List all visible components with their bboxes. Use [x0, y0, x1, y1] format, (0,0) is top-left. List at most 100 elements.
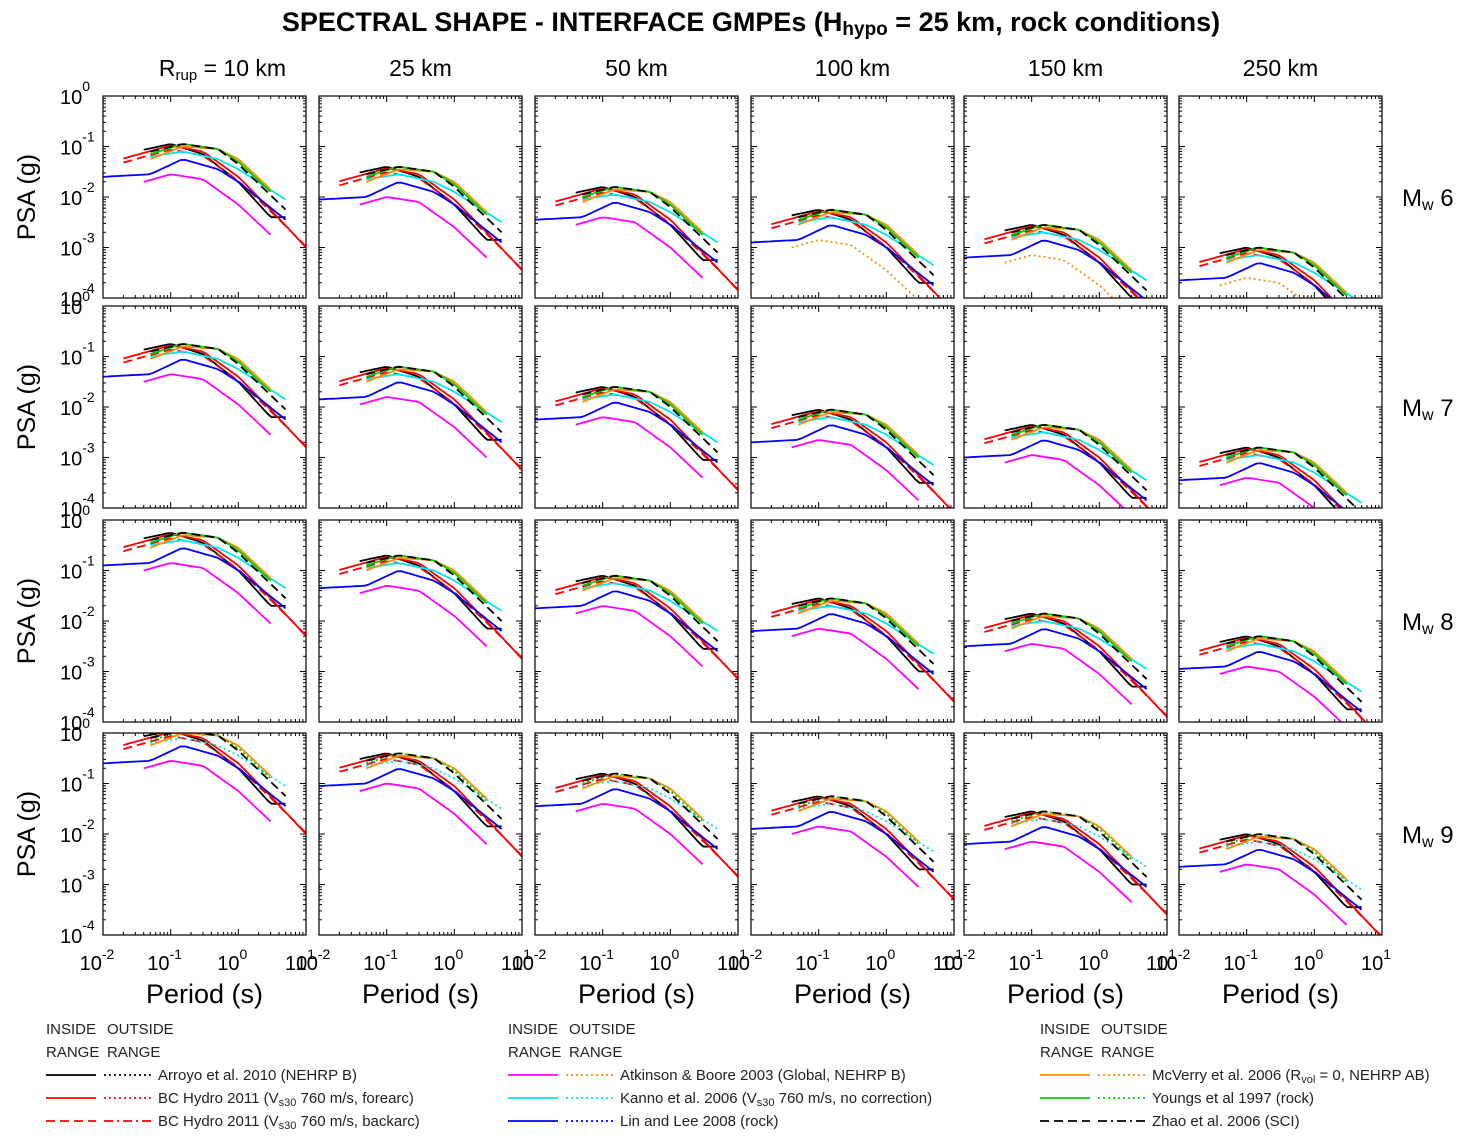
- legend-head-outside: RANGE: [569, 1044, 622, 1061]
- panel-frame: [318, 519, 523, 723]
- curves: [751, 408, 952, 508]
- series-line: [1004, 454, 1125, 508]
- series-line: [359, 752, 502, 828]
- legend-label: Zhao et al. 2006 (SCI): [1152, 1113, 1300, 1130]
- series-line: [339, 171, 522, 270]
- panel-r1-c5: [963, 95, 1168, 299]
- series-line: [1004, 254, 1115, 298]
- distance-header: Rrup = 10 km: [159, 55, 286, 84]
- series-line: [771, 797, 954, 901]
- series-line: [359, 782, 488, 845]
- x-tick-label: 100: [865, 946, 895, 975]
- y-tick-label: 10-2: [60, 816, 95, 847]
- panel-frame: [750, 732, 955, 936]
- panel-frame: [1178, 95, 1383, 299]
- series-line: [581, 188, 704, 234]
- distance-header: 250 km: [1243, 55, 1318, 81]
- legend-label: Atkinson & Boore 2003 (Global, NEHRP B): [620, 1067, 906, 1084]
- series-line: [1219, 635, 1362, 711]
- series-line: [1226, 454, 1363, 504]
- series-line: [555, 778, 738, 877]
- x-tick-label: 100: [649, 946, 679, 975]
- series-line: [1179, 848, 1363, 911]
- series-line: [359, 584, 488, 647]
- legend-head-inside: INSIDE: [1040, 1021, 1090, 1038]
- magnitude-label: Mw 9: [1402, 822, 1454, 851]
- series-line: [366, 752, 503, 820]
- series-line: [555, 387, 738, 491]
- curves: [964, 223, 1148, 298]
- series-line: [575, 416, 704, 479]
- series-line: [1226, 246, 1348, 298]
- legend-head-inside: INSIDE: [46, 1021, 96, 1038]
- panel-r3-c3: [534, 519, 739, 723]
- panel-frame: [102, 95, 307, 299]
- series-line: [150, 343, 287, 411]
- x-tick-label: 10-1: [795, 946, 830, 975]
- series-line: [798, 208, 935, 276]
- series-line: [359, 166, 502, 241]
- series-line: [535, 788, 719, 850]
- panel-frame: [318, 305, 523, 509]
- series-line: [1226, 833, 1363, 901]
- series-line: [791, 825, 920, 888]
- y-axis-label: PSA (g): [13, 578, 41, 664]
- series-line: [150, 733, 287, 797]
- series-line: [984, 812, 1167, 916]
- legend-head-outside: RANGE: [1101, 1044, 1154, 1061]
- curves: [103, 143, 306, 249]
- panel-frame: [534, 732, 739, 936]
- series-line: [771, 603, 954, 702]
- y-tick-label: 10-4: [60, 490, 95, 521]
- series-line: [366, 365, 503, 433]
- series-line: [123, 735, 306, 834]
- series-line: [791, 439, 920, 502]
- panel-frame: [1178, 732, 1383, 936]
- series-line: [984, 425, 1150, 508]
- series-line: [575, 186, 718, 262]
- series-line: [150, 539, 287, 589]
- panel-r4-c3: [534, 732, 739, 936]
- series-line: [771, 599, 954, 703]
- series-line: [535, 590, 719, 652]
- series-line: [1004, 643, 1133, 705]
- series-line: [798, 605, 935, 655]
- x-tick-label: 101: [285, 946, 315, 975]
- legend-head-inside: INSIDE: [508, 1021, 558, 1038]
- x-tick-label: 10-2: [1156, 946, 1191, 975]
- x-tick-label: 10-1: [363, 946, 398, 975]
- series-line: [1219, 246, 1328, 298]
- panel-frame: [1178, 305, 1383, 509]
- panel-r3-c4: [750, 519, 955, 723]
- series-line: [1011, 612, 1148, 680]
- series-line: [791, 239, 918, 298]
- series-line: [339, 560, 522, 659]
- chart-title: SPECTRAL SHAPE - INTERFACE GMPEs (Hhypo …: [282, 7, 1220, 40]
- y-tick-label: 10-2: [60, 389, 95, 420]
- x-tick-label: 10-1: [579, 946, 614, 975]
- panel-r1-c1: [102, 95, 307, 299]
- series-line: [1004, 613, 1147, 688]
- panel-frame: [102, 305, 307, 509]
- series-line: [1225, 835, 1348, 881]
- magnitude-label: Mw 8: [1402, 609, 1454, 638]
- curves: [319, 365, 522, 471]
- series-line: [555, 187, 738, 292]
- panel-frame: [102, 519, 307, 723]
- panel-frame: [534, 519, 739, 723]
- series-line: [791, 795, 934, 871]
- series-line: [1011, 231, 1148, 282]
- legend-column: INSIDE OUTSIDE RANGE RANGE Arroyo et al. 201…: [46, 1021, 420, 1132]
- y-tick-label: 100: [60, 502, 90, 533]
- series-line: [798, 597, 935, 665]
- series-line: [319, 181, 503, 244]
- series-line: [582, 772, 719, 840]
- series-line: [964, 628, 1148, 690]
- series-line: [339, 556, 522, 660]
- x-tick-label: 100: [217, 946, 247, 975]
- series-line: [1179, 262, 1332, 298]
- series-line: [339, 371, 522, 470]
- x-axis-label: Period (s): [794, 979, 911, 1009]
- series-line: [535, 201, 719, 264]
